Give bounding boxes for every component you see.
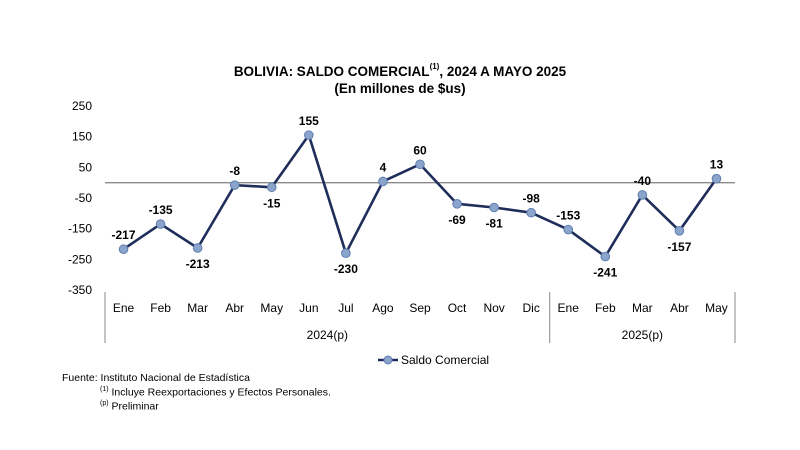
footnote-1: (1) Incluye Reexportaciones y Efectos Pe…: [100, 386, 331, 399]
data-label: -69: [448, 213, 466, 227]
data-label: -40: [634, 174, 652, 188]
data-point: [266, 182, 277, 193]
x-tick-label: Abr: [225, 301, 244, 315]
y-tick-label: 50: [79, 160, 93, 174]
x-tick-label: Abr: [670, 301, 689, 315]
chart-subtitle: (En millones de $us): [334, 81, 466, 96]
data-point: [526, 207, 536, 218]
source-note: Fuente: Instituto Nacional de Estadístic…: [62, 372, 250, 384]
y-tick-label: 250: [72, 99, 92, 113]
group-label: 2025(p): [622, 328, 663, 342]
data-label: -8: [229, 164, 240, 178]
y-tick-label: -250: [68, 252, 92, 266]
data-point: [118, 244, 129, 255]
footnote-2: (p) Preliminar: [100, 400, 159, 413]
data-point: [229, 180, 240, 190]
data-point: [563, 224, 574, 235]
chart-title-main: BOLIVIA: SALDO COMERCIAL: [233, 64, 430, 79]
y-tick-label: -350: [68, 283, 92, 297]
data-point: [378, 176, 388, 187]
data-point: [452, 199, 462, 209]
data-point: [711, 173, 722, 184]
data-point: [600, 251, 611, 262]
x-tick-label: Feb: [595, 301, 616, 315]
x-tick-label: Ago: [372, 301, 394, 315]
x-tick-label: Mar: [187, 301, 208, 315]
data-point: [637, 190, 648, 200]
x-tick-label: Nov: [483, 301, 504, 315]
data-label: -153: [556, 209, 580, 223]
x-tick-label: Mar: [632, 301, 653, 315]
data-label: -230: [334, 262, 358, 276]
x-tick-label: Jun: [299, 301, 318, 315]
group-label: 2024(p): [307, 328, 348, 342]
x-tick-label: May: [260, 301, 283, 315]
x-tick-label: May: [705, 301, 728, 315]
data-label: 155: [299, 114, 319, 128]
legend-label: Saldo Comercial: [401, 353, 489, 367]
footnote-1-text: Incluye Reexportaciones y Efectos Person…: [108, 386, 331, 399]
y-tick-label: 150: [72, 130, 92, 144]
x-tick-label: Feb: [150, 301, 171, 315]
data-label: -217: [112, 228, 136, 242]
data-label: -135: [149, 203, 173, 217]
footnote-2-text: Preliminar: [108, 400, 159, 413]
y-tick-label: -150: [68, 222, 92, 236]
data-label: -241: [593, 266, 617, 280]
data-point: [304, 130, 314, 140]
x-tick-label: Jul: [338, 301, 353, 315]
data-label: -213: [186, 257, 210, 271]
data-label: -81: [485, 217, 503, 231]
data-point: [341, 248, 351, 258]
data-point: [192, 243, 203, 253]
legend-marker-swatch: [383, 355, 393, 365]
x-tick-label: Ene: [558, 301, 580, 315]
footnote-2-mark: (p): [100, 400, 109, 407]
x-tick-label: Sep: [409, 301, 431, 315]
chart-title-superscript: (1): [429, 62, 440, 71]
x-tick-label: Ene: [113, 301, 135, 315]
data-label: 13: [710, 158, 724, 172]
x-tick-label: Dic: [523, 301, 540, 315]
footnote-1-mark: (1): [100, 386, 109, 393]
y-tick-label: -50: [75, 191, 93, 205]
x-tick-label: Oct: [448, 301, 467, 315]
chart-title-suffix: , 2024 A MAYO 2025: [439, 64, 567, 79]
data-label: 60: [413, 143, 427, 157]
data-label: -15: [263, 196, 281, 210]
data-label: -98: [523, 192, 541, 206]
data-point: [489, 202, 499, 213]
data-point: [415, 159, 425, 170]
data-point: [155, 219, 166, 229]
data-point: [674, 226, 685, 236]
data-label: -157: [667, 240, 691, 254]
chart-title: BOLIVIA: SALDO COMERCIAL(1), 2024 A MAYO…: [0, 62, 800, 79]
data-label: 4: [380, 160, 387, 174]
